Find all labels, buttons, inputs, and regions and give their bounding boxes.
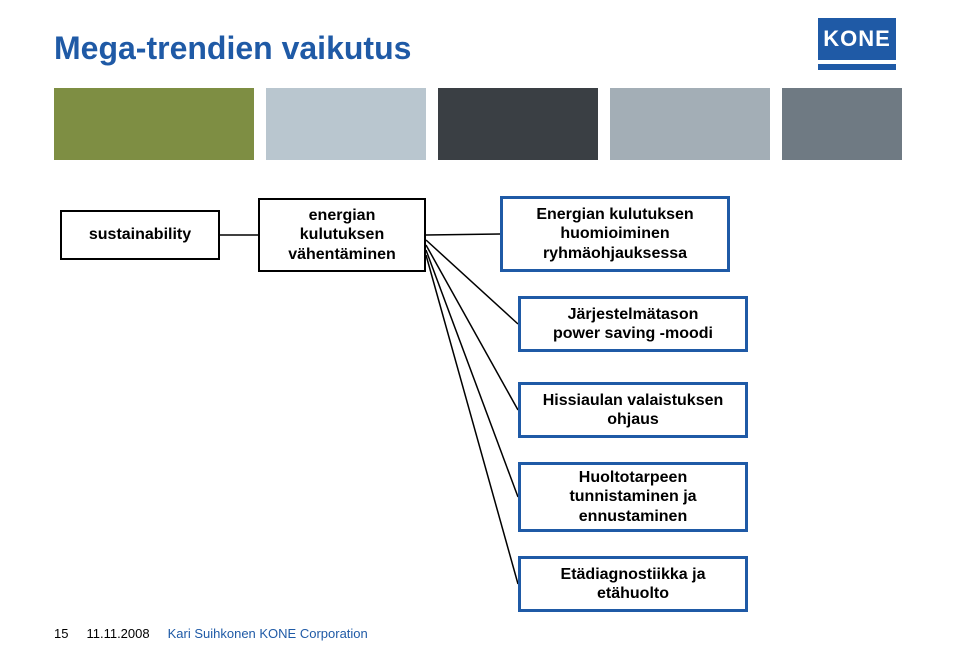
banner-segment (54, 88, 254, 160)
kone-logo-box: KONE (818, 18, 896, 60)
page-number: 15 (54, 626, 68, 641)
banner-segment (438, 88, 598, 160)
kone-logo: KONE (818, 18, 896, 70)
image-banner (54, 88, 902, 160)
node-energian-kulutuksen: energiankulutuksenvähentäminen (258, 198, 426, 272)
slide: { "title": { "text": "Mega-trendien vaik… (0, 0, 959, 655)
node-etadiagnostiikka: Etädiagnostiikka jaetähuolto (518, 556, 748, 612)
node-power-saving: Järjestelmätasonpower saving -moodi (518, 296, 748, 352)
page-title: Mega-trendien vaikutus (54, 30, 411, 67)
node-ryhmaohjaus: Energian kulutuksenhuomioiminenryhmäohja… (500, 196, 730, 272)
banner-segment (610, 88, 770, 160)
banner-segment (782, 88, 902, 160)
banner-segment (254, 88, 266, 160)
banner-segment (266, 88, 426, 160)
footer-author: Kari Suihkonen KONE Corporation (168, 626, 368, 641)
node-sustainability: sustainability (60, 210, 220, 260)
kone-logo-bar (818, 64, 896, 70)
footer-date: 11.11.2008 (86, 626, 149, 641)
node-huoltotarpeen: Huoltotarpeentunnistaminen jaennustamine… (518, 462, 748, 532)
banner-segment (426, 88, 438, 160)
node-valaistus: Hissiaulan valaistuksenohjaus (518, 382, 748, 438)
banner-segment (770, 88, 782, 160)
slide-footer: 15 11.11.2008 Kari Suihkonen KONE Corpor… (54, 626, 368, 641)
banner-segment (598, 88, 610, 160)
